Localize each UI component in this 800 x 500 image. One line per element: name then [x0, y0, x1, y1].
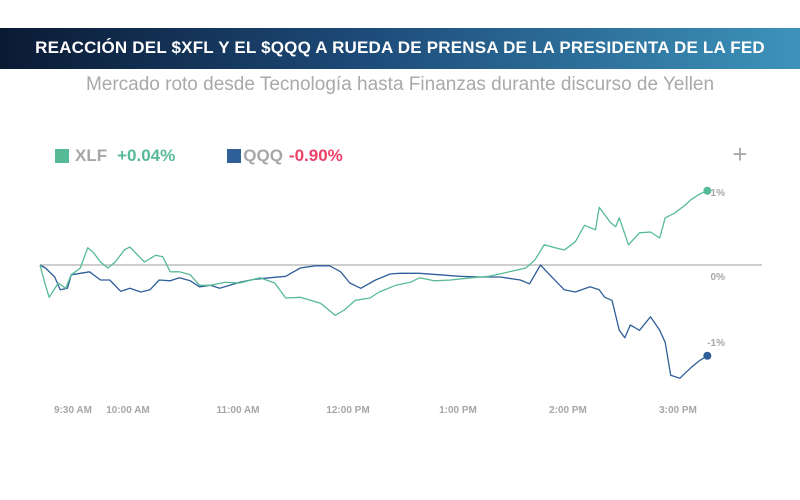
x-tick-label: 9:30 AM	[54, 405, 92, 416]
chart-title: REACCIÓN DEL $XFL Y EL $QQQ A RUEDA DE P…	[35, 38, 765, 57]
y-tick-label: 0%	[711, 272, 726, 283]
x-tick-label: 10:00 AM	[106, 405, 150, 416]
x-tick-label: 11:00 AM	[217, 405, 260, 416]
plus-icon[interactable]: +	[732, 139, 748, 169]
chart-subtitle: Mercado roto desde Tecnología hasta Fina…	[85, 74, 715, 95]
x-tick-label: 1:00 PM	[439, 405, 477, 416]
legend-swatch-xlf	[55, 149, 69, 163]
series-end-marker-qqq	[703, 351, 712, 360]
series-line-qqq	[39, 264, 708, 379]
x-tick-label: 12:00 PM	[326, 405, 369, 416]
title-bar: REACCIÓN DEL $XFL Y EL $QQQ A RUEDA DE P…	[0, 28, 800, 69]
legend-name-xlf: XLF	[75, 146, 108, 165]
series-line-xlf	[39, 190, 708, 316]
legend-name-qqq: QQQ	[243, 146, 283, 165]
y-tick-label: 1%	[711, 188, 726, 199]
x-tick-label: 2:00 PM	[549, 405, 587, 416]
legend-change-qqq: -0.90%	[288, 146, 343, 165]
series-end-marker-xlf	[703, 186, 712, 195]
legend-swatch-qqq	[227, 149, 242, 163]
legend-change-xlf: +0.04%	[117, 146, 176, 165]
legend: XLF +0.04% QQQ -0.90%	[55, 146, 343, 166]
y-tick-label: -1%	[707, 338, 725, 349]
x-tick-label: 3:00 PM	[659, 405, 697, 416]
